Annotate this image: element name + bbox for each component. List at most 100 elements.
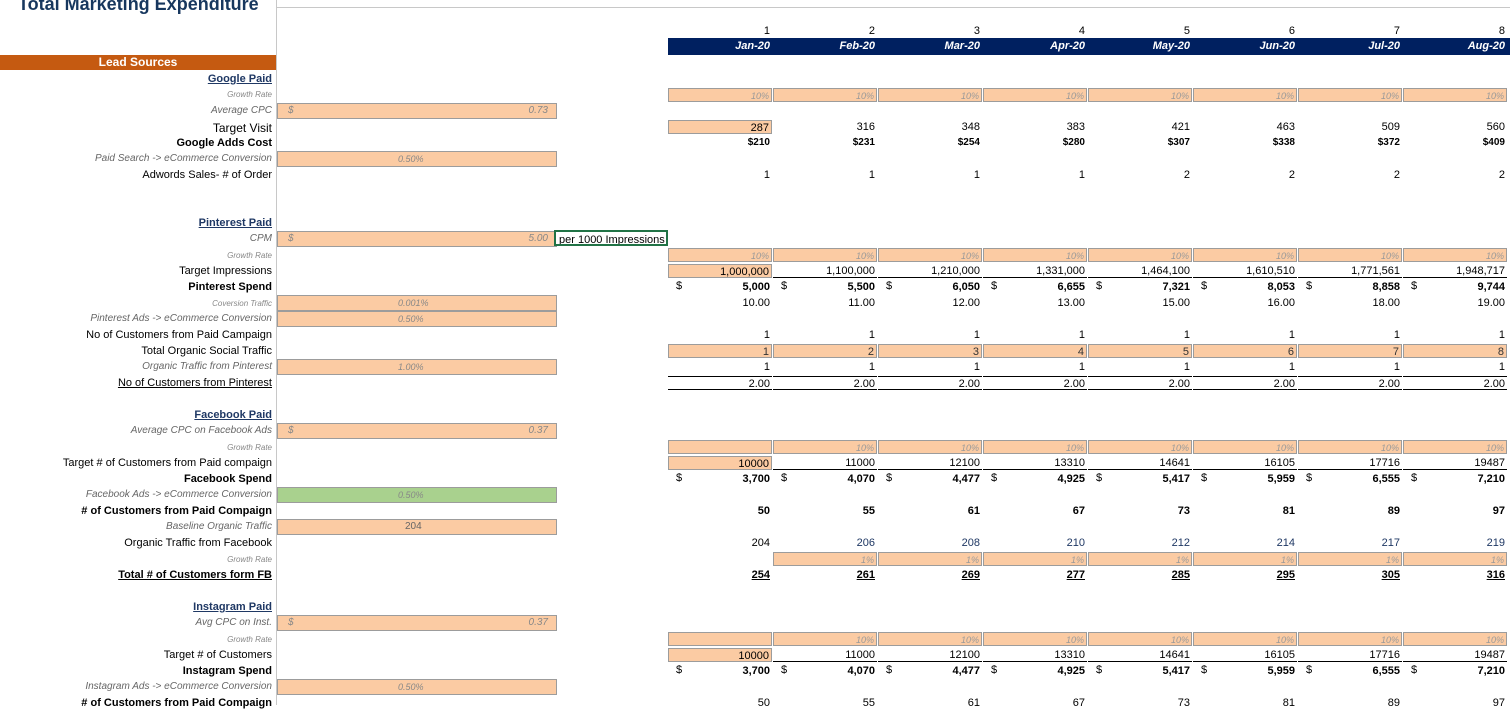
pinterest-organic-cust-cell[interactable]: 1 xyxy=(868,361,875,373)
instagram-cust-paid-cell[interactable]: 67 xyxy=(1072,697,1085,709)
pinterest-cust-paid-cell[interactable]: 1 xyxy=(1078,329,1085,341)
facebook-organic-growth-cell[interactable]: 1% xyxy=(773,552,877,566)
pinterest-organic-cell[interactable]: 6 xyxy=(1193,344,1297,358)
pinterest-organic-cust-cell[interactable]: 1 xyxy=(1288,361,1295,373)
facebook-organic-growth-cell[interactable] xyxy=(668,552,772,566)
pinterest-growth-cell[interactable]: 10% xyxy=(878,248,982,262)
facebook-target-cell[interactable]: 11000 xyxy=(773,456,877,470)
period-index[interactable]: 7 xyxy=(1393,25,1400,37)
pinterest-traffic-cell[interactable]: 16.00 xyxy=(1267,297,1295,309)
period-index[interactable]: 2 xyxy=(868,25,875,37)
pinterest-cpm-input[interactable]: $5.00 xyxy=(277,231,557,247)
instagram-spend-cell[interactable]: 5,959 xyxy=(1267,665,1295,677)
pinterest-cust-total-cell[interactable]: 2.00 xyxy=(773,376,877,390)
instagram-growth-cell[interactable]: 10% xyxy=(1403,632,1507,646)
google-growth-cell[interactable]: 10% xyxy=(773,88,877,102)
google-target-cell[interactable]: 463 xyxy=(1276,121,1295,133)
pinterest-organic-cell[interactable]: 4 xyxy=(983,344,1087,358)
facebook-organic-growth-cell[interactable]: 1% xyxy=(1298,552,1402,566)
facebook-organic-growth-cell[interactable]: 1% xyxy=(1403,552,1507,566)
instagram-spend-cell[interactable]: 5,417 xyxy=(1162,665,1190,677)
instagram-spend-cell[interactable]: 6,555 xyxy=(1372,665,1400,677)
google-growth-cell[interactable]: 10% xyxy=(878,88,982,102)
pinterest-spend-cell[interactable]: 5,500 xyxy=(847,281,875,293)
facebook-conv-input[interactable]: 0.50% xyxy=(277,487,557,503)
facebook-organic-cell[interactable]: 219 xyxy=(1486,537,1505,549)
pinterest-traffic-cell[interactable]: 10.00 xyxy=(742,297,770,309)
pinterest-impr-cell[interactable]: 1,210,000 xyxy=(878,264,982,278)
pinterest-cust-paid-cell[interactable]: 1 xyxy=(763,329,770,341)
pinterest-spend-cell[interactable]: 9,744 xyxy=(1477,281,1505,293)
facebook-organic-growth-cell[interactable]: 1% xyxy=(1088,552,1192,566)
facebook-total-cell[interactable]: 285 xyxy=(1171,569,1190,581)
pinterest-organic-cell[interactable]: 3 xyxy=(878,344,982,358)
pinterest-impr-cell[interactable]: 1,771,561 xyxy=(1298,264,1402,278)
facebook-cpc-input[interactable]: $0.37 xyxy=(277,423,557,439)
month-header[interactable]: Feb-20 xyxy=(839,40,875,52)
google-growth-cell[interactable]: 10% xyxy=(668,88,772,102)
instagram-cust-paid-cell[interactable]: 73 xyxy=(1177,697,1190,709)
pinterest-cust-total-cell[interactable]: 2.00 xyxy=(983,376,1087,390)
facebook-spend-cell[interactable]: 5,959 xyxy=(1267,473,1295,485)
instagram-target-cell[interactable]: 10000 xyxy=(668,648,772,662)
instagram-growth-cell[interactable]: 10% xyxy=(1088,632,1192,646)
pinterest-traffic-cell[interactable]: 11.00 xyxy=(848,297,875,309)
facebook-total-cell[interactable]: 254 xyxy=(751,569,770,581)
pinterest-cust-total-cell[interactable]: 2.00 xyxy=(668,376,772,390)
google-cost-cell[interactable]: $372 xyxy=(1377,137,1400,148)
google-cost-cell[interactable]: $338 xyxy=(1272,137,1295,148)
facebook-target-cell[interactable]: 12100 xyxy=(878,456,982,470)
pinterest-traffic-cell[interactable]: 13.00 xyxy=(1057,297,1085,309)
facebook-organic-growth-cell[interactable]: 1% xyxy=(1193,552,1297,566)
instagram-growth-cell[interactable]: 10% xyxy=(773,632,877,646)
pinterest-organic-cell[interactable]: 2 xyxy=(773,344,877,358)
period-index[interactable]: 8 xyxy=(1498,25,1505,37)
facebook-spend-cell[interactable]: 6,555 xyxy=(1372,473,1400,485)
facebook-total-cell[interactable]: 316 xyxy=(1486,569,1505,581)
instagram-growth-cell[interactable]: 10% xyxy=(983,632,1087,646)
pinterest-impr-cell[interactable]: 1,331,000 xyxy=(983,264,1087,278)
pinterest-organic-pct-input[interactable]: 1.00% xyxy=(277,359,557,375)
facebook-spend-cell[interactable]: 7,210 xyxy=(1477,473,1505,485)
pinterest-organic-cust-cell[interactable]: 1 xyxy=(763,361,770,373)
pinterest-organic-cust-cell[interactable]: 1 xyxy=(1183,361,1190,373)
pinterest-spend-cell[interactable]: 5,000 xyxy=(742,281,770,293)
instagram-conv-input[interactable]: 0.50% xyxy=(277,679,557,695)
google-orders-cell[interactable]: 1 xyxy=(868,169,875,181)
pinterest-spend-cell[interactable]: 8,053 xyxy=(1267,281,1295,293)
period-index[interactable]: 4 xyxy=(1078,25,1085,37)
facebook-cust-paid-cell[interactable]: 97 xyxy=(1492,505,1505,517)
cpm-note-cell[interactable]: per 1000 Impressions xyxy=(554,230,668,246)
google-orders-cell[interactable]: 1 xyxy=(973,169,980,181)
google-orders-cell[interactable]: 2 xyxy=(1498,169,1505,181)
pinterest-growth-cell[interactable]: 10% xyxy=(1403,248,1507,262)
pinterest-impr-cell[interactable]: 1,100,000 xyxy=(773,264,877,278)
facebook-growth-cell[interactable]: 10% xyxy=(1298,440,1402,454)
month-header[interactable]: Jun-20 xyxy=(1259,40,1295,52)
pinterest-cust-total-cell[interactable]: 2.00 xyxy=(1088,376,1192,390)
month-header[interactable]: May-20 xyxy=(1152,40,1190,52)
facebook-growth-cell[interactable] xyxy=(668,440,772,454)
google-cost-cell[interactable]: $254 xyxy=(957,137,980,148)
google-target-cell[interactable]: 421 xyxy=(1171,121,1190,133)
pinterest-organic-cell[interactable]: 8 xyxy=(1403,344,1507,358)
facebook-growth-cell[interactable]: 10% xyxy=(773,440,877,454)
month-header[interactable]: Jan-20 xyxy=(735,40,770,52)
pinterest-organic-cell[interactable]: 5 xyxy=(1088,344,1192,358)
pinterest-growth-cell[interactable]: 10% xyxy=(773,248,877,262)
google-conv-input[interactable]: 0.50% xyxy=(277,151,557,167)
instagram-growth-cell[interactable]: 10% xyxy=(1193,632,1297,646)
facebook-cust-paid-cell[interactable]: 55 xyxy=(862,505,875,517)
month-header[interactable]: Apr-20 xyxy=(1050,40,1085,52)
google-growth-cell[interactable]: 10% xyxy=(1403,88,1507,102)
instagram-spend-cell[interactable]: 3,700 xyxy=(742,665,770,677)
google-cost-cell[interactable]: $307 xyxy=(1167,137,1190,148)
facebook-total-cell[interactable]: 269 xyxy=(961,569,980,581)
pinterest-spend-cell[interactable]: 6,050 xyxy=(952,281,980,293)
instagram-cust-paid-cell[interactable]: 50 xyxy=(757,697,770,709)
pinterest-growth-cell[interactable]: 10% xyxy=(1193,248,1297,262)
google-orders-cell[interactable]: 1 xyxy=(1078,169,1085,181)
facebook-organic-cell[interactable]: 214 xyxy=(1276,537,1295,549)
facebook-total-cell[interactable]: 277 xyxy=(1066,569,1085,581)
google-orders-cell[interactable]: 2 xyxy=(1183,169,1190,181)
